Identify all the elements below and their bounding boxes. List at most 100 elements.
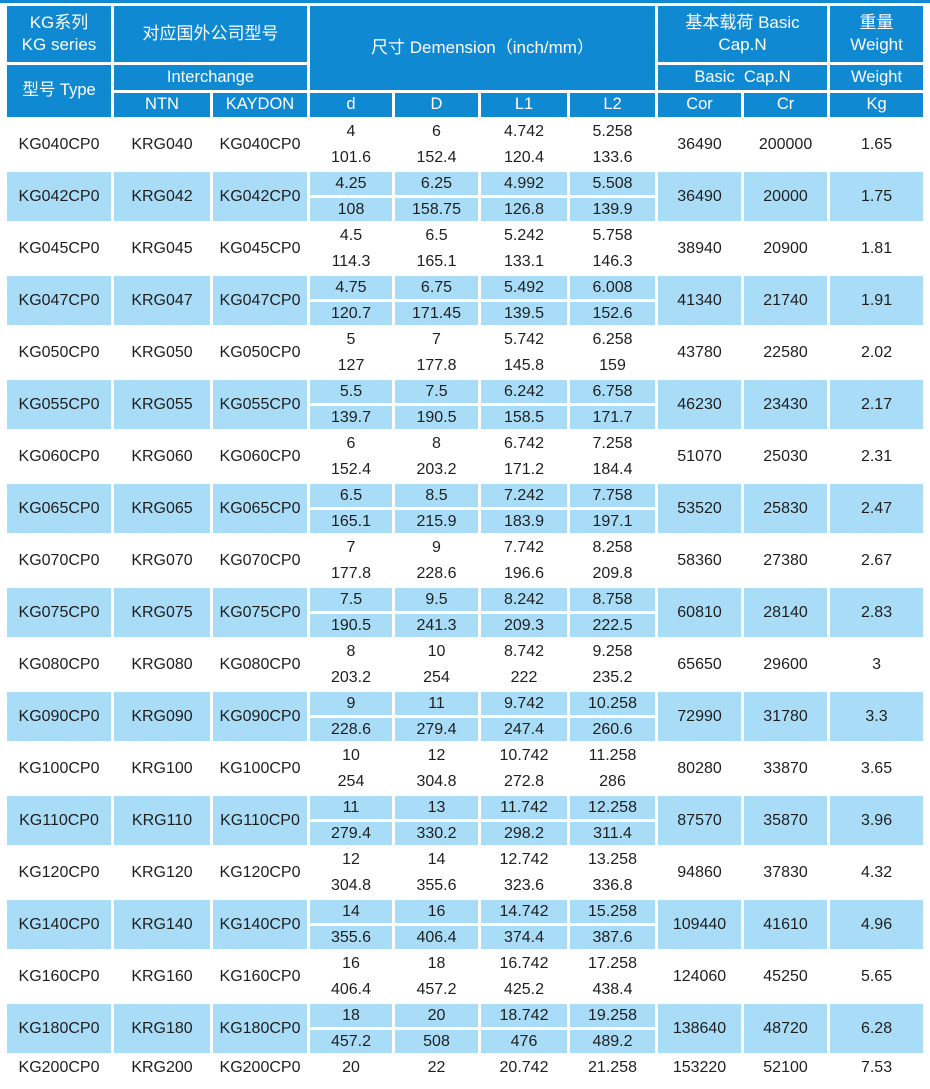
cell-l2-inch: 5.758 bbox=[570, 224, 656, 247]
header-cr: Cr bbox=[744, 93, 828, 117]
cell-d-inch: 4.5 bbox=[310, 224, 392, 247]
spec-row-mm-line: 165.1 215.9 183.9 197.1 bbox=[7, 510, 923, 533]
cell-l2-mm: 438.4 bbox=[570, 978, 656, 1001]
cell-l1-inch: 4.742 bbox=[481, 120, 567, 143]
cell-d-inch: 14 bbox=[310, 900, 392, 923]
header-interchange-zh: 对应国外公司型号 bbox=[114, 6, 307, 62]
cell-cr: 27380 bbox=[744, 536, 828, 585]
cell-kaydon: KG100CP0 bbox=[213, 744, 307, 793]
cell-cr: 31780 bbox=[744, 692, 828, 741]
cell-l1-inch: 5.742 bbox=[481, 328, 567, 351]
cell-ntn: KRG055 bbox=[114, 380, 210, 429]
cell-model: KG080CP0 bbox=[7, 640, 111, 689]
cell-ntn: KRG050 bbox=[114, 328, 210, 377]
cell-l1-inch: 11.742 bbox=[481, 796, 567, 819]
header-weight-en: Weight bbox=[850, 35, 903, 54]
cell-l1-inch: 5.492 bbox=[481, 276, 567, 299]
cell-l2-inch: 11.258 bbox=[570, 744, 656, 767]
cell-kaydon: KG075CP0 bbox=[213, 588, 307, 637]
cell-model: KG050CP0 bbox=[7, 328, 111, 377]
cell-od-inch: 18 bbox=[395, 952, 478, 975]
cell-cr: 21740 bbox=[744, 276, 828, 325]
cell-l2-mm: 311.4 bbox=[570, 822, 656, 845]
cell-cr: 25830 bbox=[744, 484, 828, 533]
cell-od-inch: 12 bbox=[395, 744, 478, 767]
cell-kaydon: KG060CP0 bbox=[213, 432, 307, 481]
cell-d-inch: 12 bbox=[310, 848, 392, 871]
cell-l2-inch: 9.258 bbox=[570, 640, 656, 663]
spec-row-mm-line: 406.4 457.2 425.2 438.4 bbox=[7, 978, 923, 1001]
cell-l2-inch: 6.758 bbox=[570, 380, 656, 403]
cell-ntn: KRG040 bbox=[114, 120, 210, 169]
spec-row: KG110CP0 KRG110 KG110CP0 11 13 11.742 12.258 87… bbox=[7, 796, 924, 845]
header-row-3: NTN KAYDON d D L1 L2 Cor Cr Kg bbox=[7, 93, 924, 117]
cell-l2-inch: 8.758 bbox=[570, 588, 656, 611]
cell-od-inch: 13 bbox=[395, 796, 478, 819]
cell-ntn: KRG047 bbox=[114, 276, 210, 325]
cell-kaydon: KG140CP0 bbox=[213, 900, 307, 949]
cell-l2-mm: 159 bbox=[570, 354, 656, 377]
cell-d-inch: 9 bbox=[310, 692, 392, 715]
cell-l2-inch: 21.258 bbox=[570, 1056, 656, 1079]
cell-cor: 53520 bbox=[658, 484, 742, 533]
cell-od-mm: 190.5 bbox=[395, 406, 478, 429]
cell-kaydon: KG120CP0 bbox=[213, 848, 307, 897]
cell-kaydon: KG090CP0 bbox=[213, 692, 307, 741]
cell-ntn: KRG200 bbox=[114, 1056, 210, 1079]
cell-l2-mm: 222.5 bbox=[570, 614, 656, 637]
cell-l2-mm: 139.9 bbox=[570, 198, 656, 221]
header-ntn: NTN bbox=[114, 93, 210, 117]
cell-d-inch: 20 bbox=[310, 1056, 392, 1079]
cell-kaydon: KG047CP0 bbox=[213, 276, 307, 325]
header-basic-cap-line2: Cap.N bbox=[718, 35, 767, 54]
cell-cr: 200000 bbox=[744, 120, 828, 169]
cell-cr: 41610 bbox=[744, 900, 828, 949]
cell-ntn: KRG160 bbox=[114, 952, 210, 1001]
cell-l2-mm: 133.6 bbox=[570, 146, 656, 169]
spec-row: KG090CP0 KRG090 KG090CP0 9 11 9.742 10.258 7299… bbox=[7, 692, 924, 741]
cell-l1-mm: 139.5 bbox=[481, 302, 567, 325]
cell-od-mm: 203.2 bbox=[395, 458, 478, 481]
spec-row-mm-line: 457.2 508 476 489.2 bbox=[7, 1030, 923, 1053]
cell-model: KG110CP0 bbox=[7, 796, 111, 845]
cell-l2-mm: 286 bbox=[570, 770, 656, 793]
cell-weight: 3 bbox=[830, 640, 924, 689]
spec-row: KG047CP0 KRG047 KG047CP0 4.75 6.75 5.492 6.008… bbox=[7, 276, 924, 325]
cell-d-mm: 165.1 bbox=[310, 510, 392, 533]
cell-od-mm: 355.6 bbox=[395, 874, 478, 897]
cell-cor: 124060 bbox=[658, 952, 742, 1001]
cell-d-mm: 304.8 bbox=[310, 874, 392, 897]
cell-kaydon: KG042CP0 bbox=[213, 172, 307, 221]
spec-row-mm-line: 120.7 171.45 139.5 152.6 bbox=[7, 302, 923, 325]
spec-row-mm-line: 108 158.75 126.8 139.9 bbox=[7, 198, 923, 221]
cell-l1-mm: 374.4 bbox=[481, 926, 567, 949]
cell-d-mm: 177.8 bbox=[310, 562, 392, 585]
cell-l1-mm: 272.8 bbox=[481, 770, 567, 793]
cell-weight: 3.96 bbox=[830, 796, 924, 845]
cell-d-inch: 7 bbox=[310, 536, 392, 559]
cell-l2-inch: 7.258 bbox=[570, 432, 656, 455]
cell-l1-mm: 476 bbox=[481, 1030, 567, 1053]
cell-kaydon: KG050CP0 bbox=[213, 328, 307, 377]
cell-od-inch: 6.5 bbox=[395, 224, 478, 247]
cell-od-mm: 158.75 bbox=[395, 198, 478, 221]
cell-l1-inch: 5.242 bbox=[481, 224, 567, 247]
cell-d-mm: 114.3 bbox=[310, 250, 392, 273]
cell-od-mm: 171.45 bbox=[395, 302, 478, 325]
cell-l1-mm: 145.8 bbox=[481, 354, 567, 377]
cell-od-mm: 304.8 bbox=[395, 770, 478, 793]
cell-cor: 51070 bbox=[658, 432, 742, 481]
cell-l1-inch: 8.242 bbox=[481, 588, 567, 611]
cell-l1-inch: 7.242 bbox=[481, 484, 567, 507]
spec-row-mm-line: 355.6 406.4 374.4 387.6 bbox=[7, 926, 923, 949]
cell-d-mm: 101.6 bbox=[310, 146, 392, 169]
cell-od-inch: 22 bbox=[395, 1056, 478, 1079]
cell-od-inch: 8 bbox=[395, 432, 478, 455]
cell-l2-inch: 15.258 bbox=[570, 900, 656, 923]
cell-l2-mm: 197.1 bbox=[570, 510, 656, 533]
cell-model: KG100CP0 bbox=[7, 744, 111, 793]
cell-cor: 65650 bbox=[658, 640, 742, 689]
header-kaydon: KAYDON bbox=[213, 93, 307, 117]
cell-l2-mm: 336.8 bbox=[570, 874, 656, 897]
cell-l2-mm: 146.3 bbox=[570, 250, 656, 273]
